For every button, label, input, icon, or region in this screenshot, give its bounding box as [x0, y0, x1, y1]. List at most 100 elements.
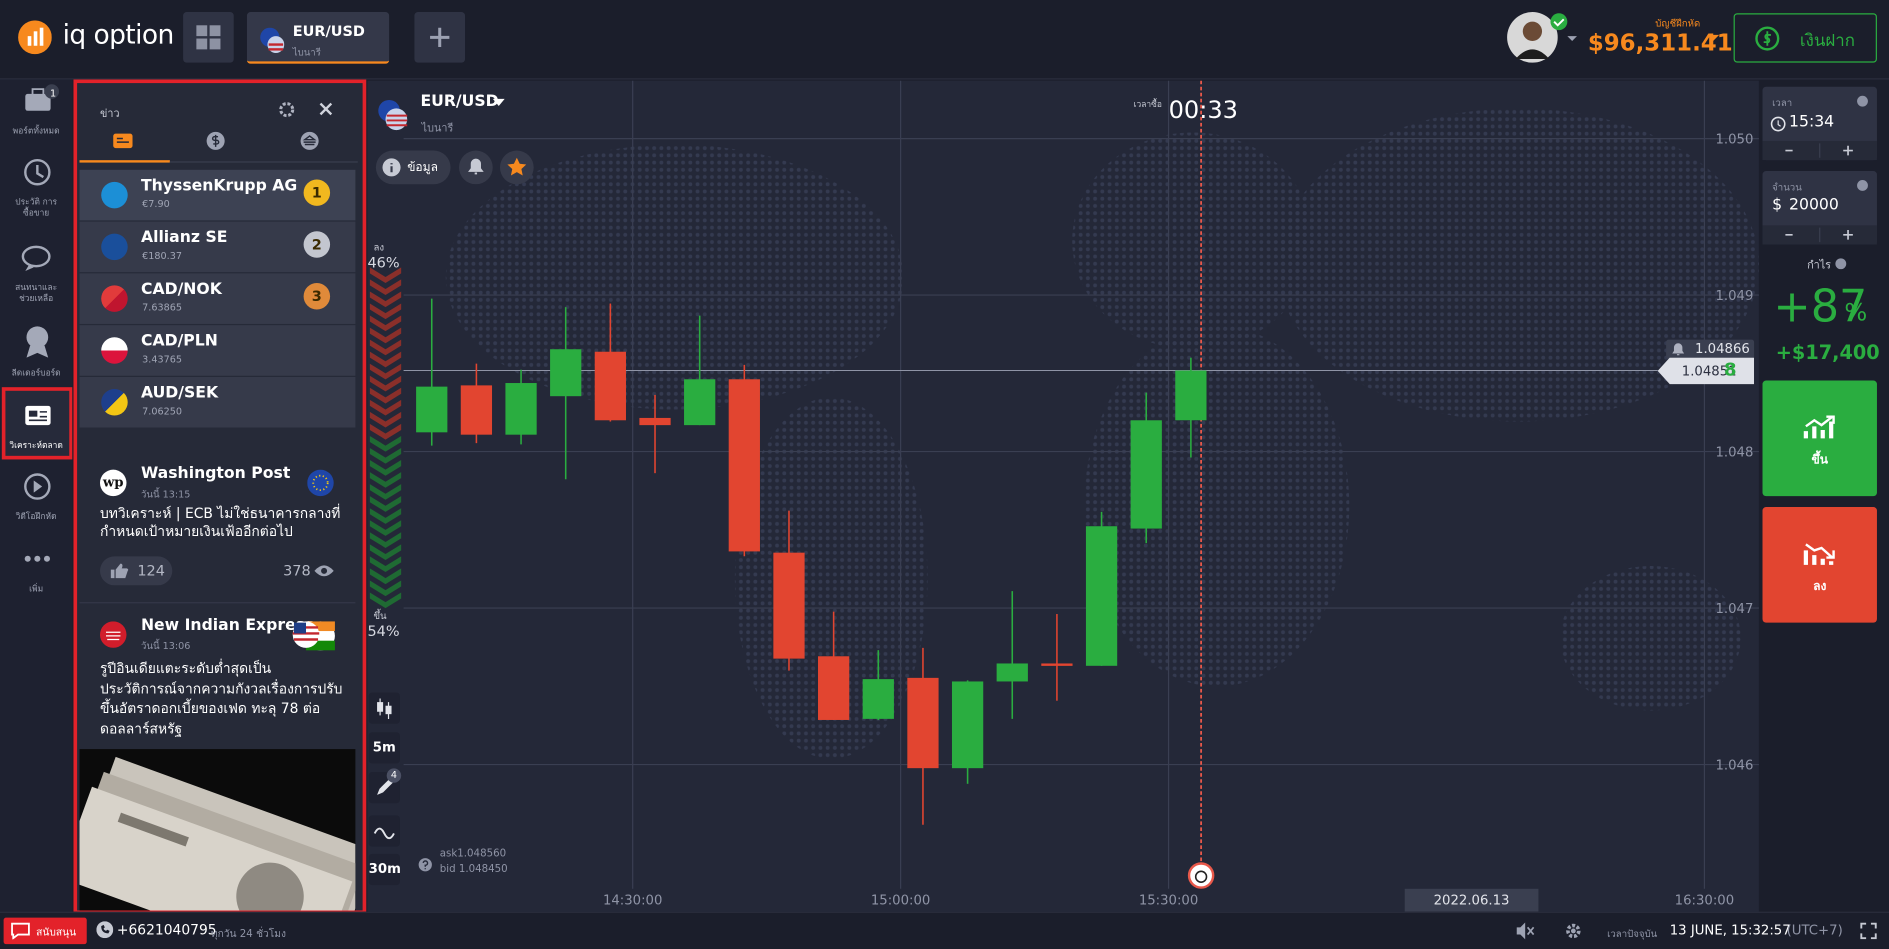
phone[interactable]: +6621040795	[116, 921, 217, 939]
account-type: บัญชีฝึกหัด	[1655, 18, 1701, 29]
footer-controls[interactable]	[1516, 921, 1588, 940]
amount-box[interactable]: จำนวน $ 20000	[1762, 171, 1877, 245]
candle-body	[907, 677, 939, 769]
percent-sign: %	[1844, 297, 1868, 327]
asset-price: 7.06250	[142, 405, 183, 417]
chart-asset-name[interactable]: EUR/USD	[420, 92, 499, 111]
news-post[interactable]: New Indian Express วันนี้ 13:06 รูปีอินเ…	[80, 605, 356, 750]
period-button[interactable]: 5m	[368, 732, 400, 764]
time-stepper[interactable]	[1762, 140, 1877, 161]
purchase-timer: 00:33	[1168, 95, 1239, 125]
asset-tab-name: EUR/USD	[292, 22, 365, 40]
y-tick-label: 1.050	[1716, 132, 1754, 147]
post-source: New Indian Express	[140, 616, 315, 635]
y-tick-label: 1.049	[1716, 289, 1754, 304]
indicator-button[interactable]	[368, 815, 400, 847]
expiry-marker[interactable]	[1187, 862, 1215, 889]
brand: iq option	[62, 20, 175, 51]
info-label: ข้อมูล	[407, 161, 438, 175]
top-asset[interactable]: ThyssenKrupp AG €7.90 1	[79, 169, 356, 221]
sentiment-chevron	[369, 303, 402, 320]
candle-body	[773, 552, 805, 659]
rank-medal: 3	[303, 283, 331, 310]
currency: $	[1772, 196, 1783, 215]
alert-price-tag[interactable]: 1.04866	[1666, 339, 1755, 359]
help-icon[interactable]	[418, 857, 432, 872]
asset-tab[interactable]: EUR/USD ไบนารี	[246, 12, 390, 64]
like-button[interactable]: 124	[99, 556, 173, 586]
sentiment-chevron	[369, 532, 402, 548]
sentiment-down-label: ลง	[373, 242, 385, 253]
candle-body	[818, 656, 850, 720]
help-icon[interactable]	[1856, 95, 1868, 107]
sidebar-label[interactable]: สนทนาและ ช่วยเหลือ	[15, 283, 58, 304]
amount-stepper[interactable]	[1762, 225, 1877, 245]
sidebar-label[interactable]: พอร์ตทั้งหมด	[12, 126, 60, 137]
chart-action-buttons[interactable]	[458, 150, 535, 185]
sidebar-label[interactable]: ประวัติ การซื้อขาย	[15, 197, 57, 218]
news-post[interactable]: wp Washington Post วันนี้ 13:15 บทวิเครา…	[80, 453, 356, 601]
panel-controls[interactable]	[276, 98, 336, 122]
grid-button[interactable]	[183, 12, 234, 63]
add-tab-button[interactable]	[414, 12, 466, 63]
info-button[interactable]: ข้อมูล	[375, 150, 451, 185]
top-asset[interactable]: CAD/PLN 3.43765	[79, 325, 356, 376]
top-asset[interactable]: CAD/NOK 7.63865 3	[79, 273, 356, 324]
sentiment-chevron	[369, 508, 402, 524]
chart-asset-type: ไบนารี	[421, 122, 454, 135]
current-price-last-digit: 8	[1723, 358, 1737, 381]
candle-body	[1130, 420, 1162, 529]
alert-price: 1.04866	[1695, 340, 1750, 357]
put-label: ลง	[1813, 580, 1827, 594]
post-text: รูปีอินเดียแตะระดับต่ำสุดเป็นประวัติการณ…	[99, 659, 343, 737]
help-icon[interactable]	[1856, 179, 1868, 191]
current-price: 1.04851	[1681, 363, 1737, 380]
sentiment-chevron	[369, 484, 402, 500]
profit-label: กำไร	[1807, 260, 1832, 273]
like-count: 124	[137, 562, 165, 580]
put-button[interactable]: ลง	[1762, 507, 1877, 623]
deposit-button[interactable]: เงินฝาก	[1733, 13, 1877, 63]
sidebar-label[interactable]: เพิ่ม	[29, 584, 44, 594]
amount-label: จำนวน	[1772, 181, 1802, 193]
asset-price: €7.90	[142, 198, 170, 210]
ask-price: ask1.048560	[439, 847, 507, 860]
candle-body	[505, 383, 537, 435]
candle-body	[1041, 663, 1073, 666]
balance[interactable]: $96,311.41	[1587, 30, 1733, 57]
cursor-date-label: 2022.06.13 16:01:50	[1404, 888, 1539, 931]
sentiment-chevron	[369, 411, 402, 428]
x-tick-label: 16:30:00	[1675, 893, 1734, 908]
source-logo: wp	[99, 469, 127, 497]
sidebar-label-active[interactable]: วิเคราะห์ตลาด	[9, 440, 63, 451]
asset-name: ThyssenKrupp AG	[140, 177, 298, 196]
fullscreen-icon[interactable]	[1860, 922, 1877, 940]
time-box[interactable]: เวลา 15:34	[1762, 86, 1877, 161]
sidebar-label[interactable]: วิดีโอฝึกหัด	[15, 511, 57, 522]
call-button[interactable]: ขึ้น	[1762, 380, 1877, 497]
y-tick-label: 1.046	[1716, 758, 1754, 773]
sentiment-down: 46%	[367, 254, 400, 271]
x-tick-label: 14:30:00	[603, 893, 662, 908]
news-tabs[interactable]	[77, 124, 363, 165]
post-time: วันนี้ 13:15	[140, 488, 191, 500]
avatar[interactable]	[1506, 11, 1581, 66]
candle-body	[951, 681, 984, 769]
view-count: 378	[283, 562, 311, 580]
top-asset[interactable]: AUD/SEK 7.06250	[79, 376, 356, 428]
sidebar-label[interactable]: ลีดเดอร์บอร์ด	[11, 368, 61, 379]
candle-body	[1175, 370, 1207, 421]
chart-type-button[interactable]	[368, 692, 400, 724]
asset-name: Allianz SE	[140, 228, 228, 247]
help-icon[interactable]	[1835, 258, 1847, 270]
sentiment-chevron	[369, 327, 402, 344]
x-tick-label: 15:30:00	[1139, 893, 1198, 908]
asset-name: CAD/NOK	[140, 280, 222, 299]
support-button[interactable]: สนับสนุน	[3, 917, 87, 945]
rank-medal: 1	[303, 179, 331, 206]
top-asset[interactable]: Allianz SE €180.37 2	[79, 221, 356, 273]
asset-price: €180.37	[142, 250, 183, 262]
interval-button[interactable]: 30m	[368, 853, 401, 886]
sentiment-chevron	[369, 387, 402, 404]
